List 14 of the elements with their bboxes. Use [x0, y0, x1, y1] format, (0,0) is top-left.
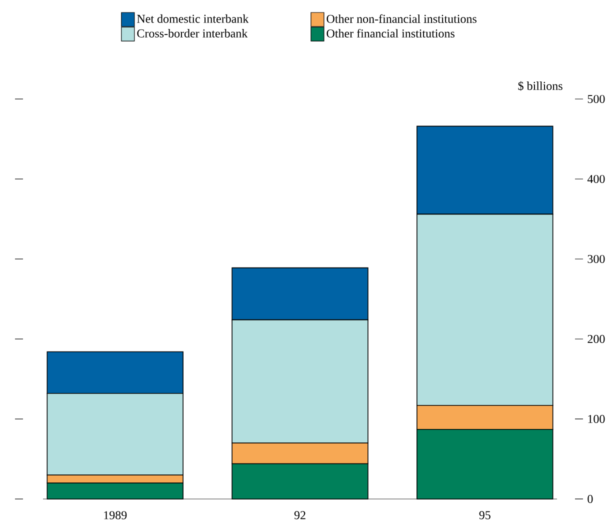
y-tick-label: 400 — [587, 174, 605, 184]
y-tick-label: 500 — [588, 94, 605, 104]
x-tick-label: 1989 — [104, 511, 127, 520]
legend-label: Other non-financial institutions — [326, 14, 476, 23]
legend-label: Net domestic interbank — [137, 14, 249, 23]
y-axis-title: $ billions — [518, 81, 562, 91]
legend-label: Cross-border interbank — [137, 29, 248, 38]
y-tick-label: 300 — [588, 254, 605, 264]
legend-label: Other financial institutions — [326, 28, 454, 38]
x-tick-label: 92 — [294, 511, 306, 520]
x-tick-label: 95 — [479, 511, 490, 520]
y-tick-label: 100 — [588, 414, 605, 424]
y-tick-label: 0 — [588, 494, 593, 504]
y-tick-label: 200 — [588, 334, 605, 344]
